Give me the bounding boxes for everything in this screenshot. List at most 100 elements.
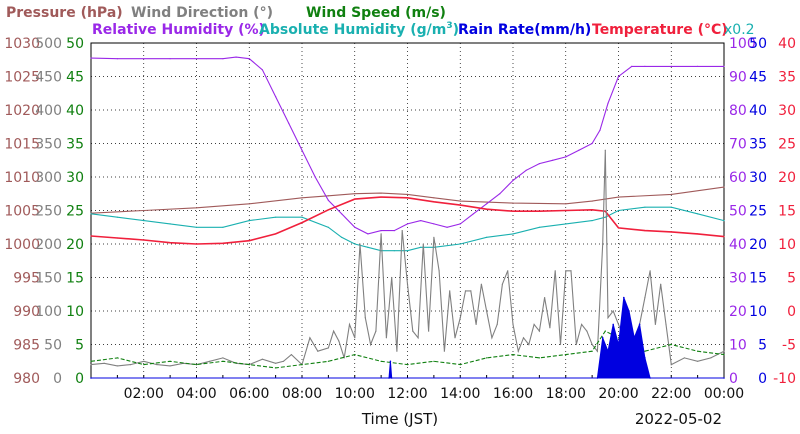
point-temperature [433,201,435,203]
x-tick-label: 06:00 [229,386,269,402]
point-temperature [354,198,356,200]
y-tick-pressure: 995 [13,271,40,287]
point-temperature [327,209,329,211]
point-temperature [301,222,303,224]
point-wind-direction [486,310,488,312]
point-relative-humidity [367,246,369,248]
point-relative-humidity [301,149,303,151]
point-relative-humidity [90,57,92,59]
point-pressure [327,195,329,197]
point-relative-humidity [143,220,145,222]
y-tick-wind-speed: 0 [75,371,84,387]
point-relative-humidity [723,220,725,222]
point-relative-humidity [301,216,303,218]
point-wind-direction [364,317,366,319]
legend: Pressure (hPa) Wind Direction (°) Wind S… [6,5,755,38]
y-tick-rain-rate: 50 [749,36,767,52]
y-tick-relative-humidity: 50 [729,204,747,220]
point-pressure [301,197,303,199]
point-relative-humidity [169,223,171,225]
point-relative-humidity [314,176,316,178]
point-wind-direction [401,230,403,232]
point-relative-humidity [354,226,356,228]
y-tick-temperature: 35 [778,70,796,86]
point-wind-speed [195,364,198,366]
y-tick-wind-direction: 250 [35,204,62,220]
point-relative-humidity [288,122,290,124]
point-relative-humidity [607,102,609,104]
x-tick-label: 00:00 [704,386,744,402]
point-temperature [248,240,250,242]
point-relative-humidity [420,220,422,222]
point-wind-direction [282,360,285,362]
point-rain-rate [390,377,393,379]
x-tick-label: 16:00 [493,386,533,402]
point-wind-direction [375,330,377,332]
point-wind-direction [617,323,620,325]
point-relative-humidity [222,226,224,228]
point-temperature [512,210,514,212]
point-pressure [459,200,461,202]
point-relative-humidity [341,236,343,238]
point-wind-speed [591,350,593,352]
y-tick-pressure: 985 [13,338,40,354]
point-relative-humidity [275,216,277,218]
point-pressure [195,207,198,209]
point-relative-humidity [406,223,409,225]
point-wind-direction [130,364,132,366]
point-wind-direction [348,323,351,325]
point-temperature [486,208,488,210]
point-wind-direction [209,360,211,362]
legend-temperature: Temperature (°C) [592,22,728,38]
point-temperature [591,209,593,211]
point-wind-direction [391,276,393,279]
y-tick-temperature: 30 [778,103,796,119]
point-wind-speed [169,360,171,362]
x-axis-label: Time (JST) [361,410,438,428]
y-tick-wind-direction: 200 [35,237,62,253]
y-tick-relative-humidity: 0 [729,371,738,387]
point-wind-direction [406,283,409,285]
point-wind-direction [90,364,92,366]
point-wind-direction [665,323,667,325]
point-relative-humidity [486,236,488,238]
point-relative-humidity [644,206,646,208]
point-rain-rate [628,310,630,312]
y-tick-pressure: 1010 [4,170,40,186]
y-tick-wind-direction: 400 [35,103,62,119]
y-tick-pressure: 1025 [4,70,40,86]
point-temperature [275,233,277,235]
point-relative-humidity [446,226,448,228]
point-temperature [697,233,699,235]
point-wind-direction [359,243,361,245]
point-wind-direction [480,283,482,285]
point-wind-direction [438,270,440,272]
point-wind-direction [464,290,467,292]
y-tick-rain-rate: 25 [749,204,767,220]
y-tick-temperature: 40 [778,36,796,52]
point-relative-humidity [723,65,725,67]
point-wind-direction [422,243,424,245]
point-wind-direction [433,236,435,238]
point-wind-direction [512,323,514,325]
point-wind-direction [528,343,530,346]
point-wind-direction [559,343,562,346]
y-tick-relative-humidity: 70 [729,137,747,153]
point-pressure [512,202,514,204]
point-relative-humidity [169,58,171,60]
point-wind-speed [604,330,606,332]
y-tick-wind-direction: 100 [35,304,62,320]
point-rain-rate [388,377,390,379]
point-relative-humidity [195,226,198,228]
y-tick-pressure: 1020 [4,103,40,119]
point-relative-humidity [393,230,395,232]
x-tick-label: 20:00 [598,386,638,402]
point-relative-humidity [565,156,567,158]
point-pressure [354,193,356,195]
point-temperature [723,236,725,238]
point-rain-rate [638,323,641,326]
x-tick-label: 18:00 [546,386,586,402]
series-relative-humidity [90,56,724,235]
point-relative-humidity [538,163,541,165]
point-wind-direction [538,330,541,332]
